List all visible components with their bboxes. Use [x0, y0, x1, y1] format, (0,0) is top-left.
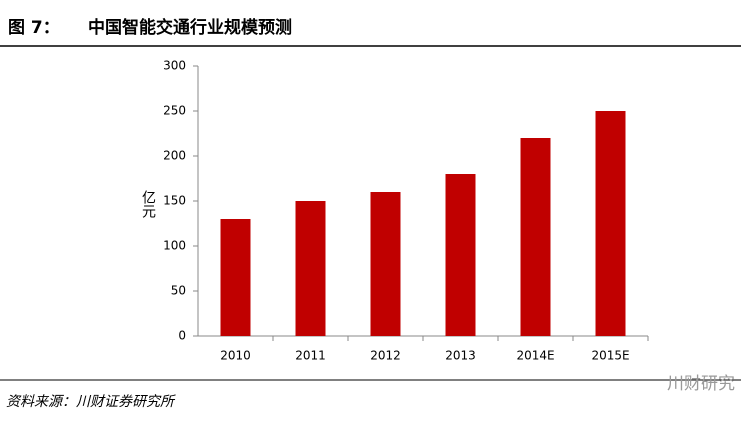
y-tick-label: 250	[163, 104, 186, 118]
y-tick-label: 150	[163, 194, 186, 208]
x-tick-label: 2012	[370, 349, 401, 363]
bar	[445, 174, 476, 336]
bar	[295, 201, 326, 336]
x-tick-label: 2013	[445, 349, 476, 363]
bar	[520, 138, 551, 336]
y-tick-label: 0	[178, 329, 186, 343]
bar	[220, 219, 251, 336]
x-tick-label: 2014E	[516, 349, 554, 363]
y-tick-label: 50	[171, 284, 186, 298]
y-tick-label: 300	[163, 59, 186, 73]
x-tick-label: 2015E	[591, 349, 629, 363]
figure-label: 图 7：	[8, 18, 60, 38]
x-tick-label: 2010	[220, 349, 251, 363]
bar	[370, 192, 401, 336]
x-tick-label: 2011	[295, 349, 326, 363]
source: 资料来源：川财证券研究所	[6, 394, 176, 410]
y-tick-label: 100	[163, 239, 186, 253]
chart-title: 中国智能交通行业规模预测	[88, 17, 292, 38]
watermark: 川财研究	[667, 374, 735, 394]
y-axis-label: 亿元	[140, 190, 156, 219]
bar	[595, 111, 626, 336]
y-tick-label: 200	[163, 149, 186, 163]
